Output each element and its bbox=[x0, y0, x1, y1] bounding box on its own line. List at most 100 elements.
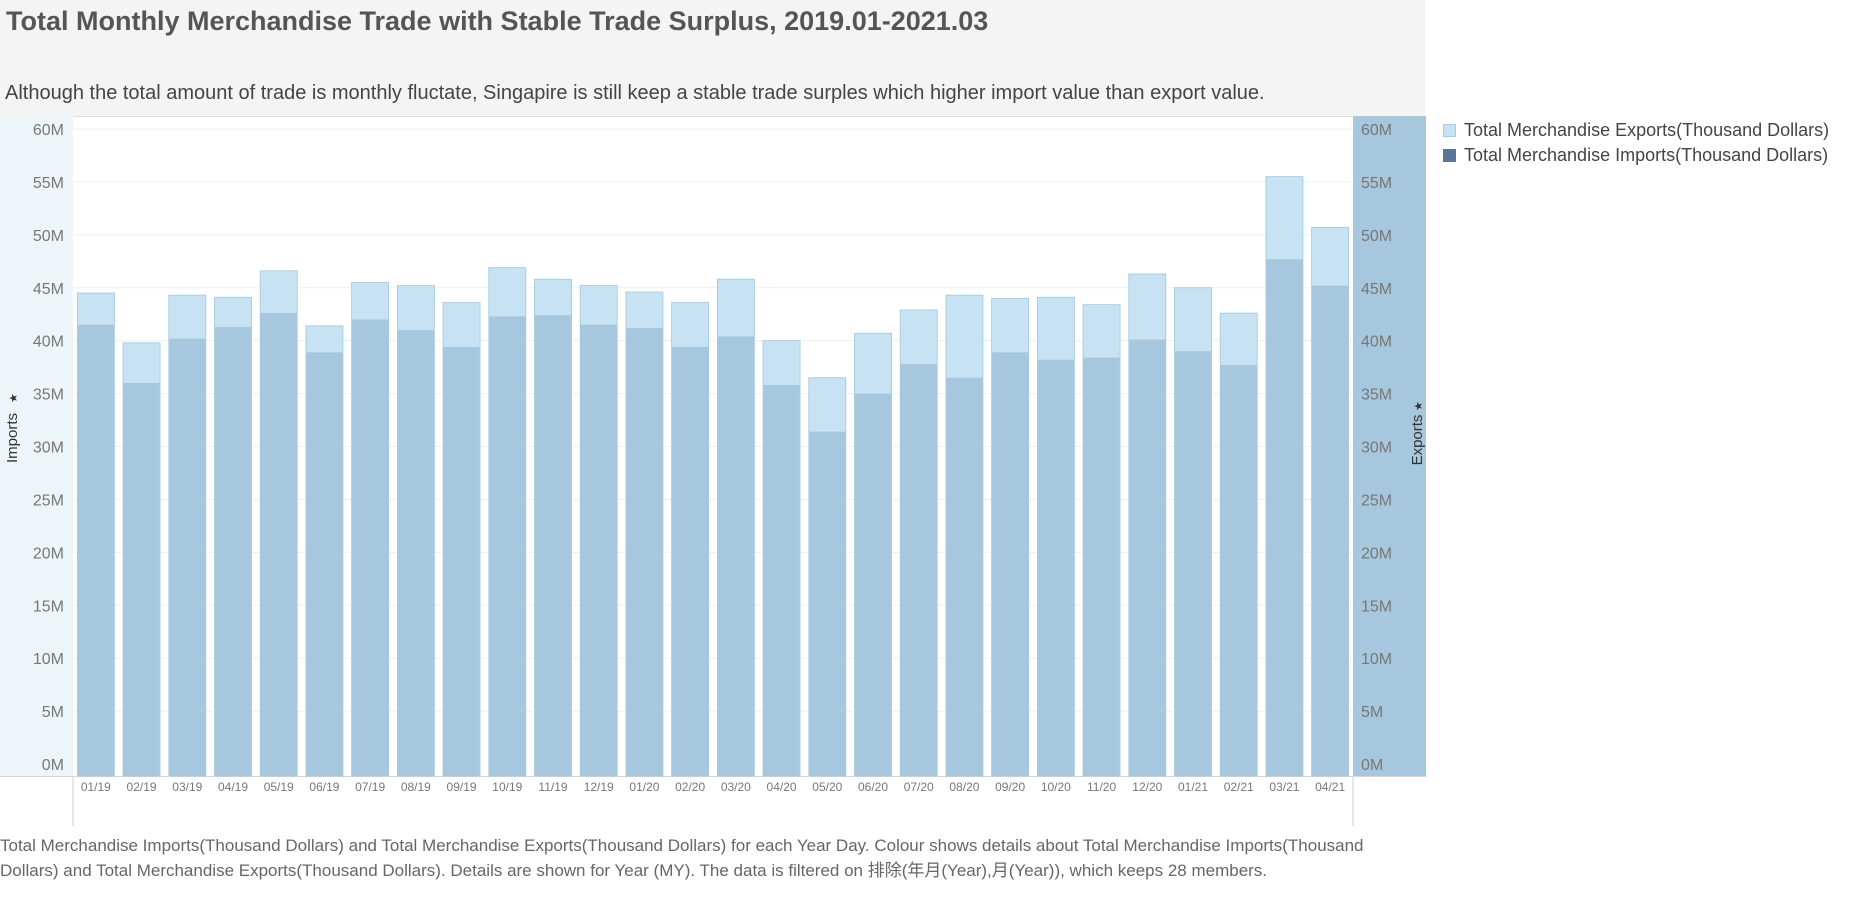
x-tick-label: 11/19 bbox=[538, 780, 567, 794]
y-tick-left: 35M bbox=[33, 387, 64, 404]
x-tick-label: 09/19 bbox=[447, 780, 477, 794]
y-tick-left: 55M bbox=[33, 175, 64, 192]
chart-caption: Total Merchandise Imports(Thousand Dolla… bbox=[0, 836, 1364, 880]
page-subtitle: Although the total amount of trade is mo… bbox=[5, 82, 1265, 104]
y-tick-right: 30M bbox=[1361, 440, 1392, 457]
y-tick-right: 0M bbox=[1361, 757, 1383, 774]
pin-icon: ★ bbox=[8, 393, 20, 403]
y-tick-left: 25M bbox=[33, 492, 64, 509]
imports-bar bbox=[946, 377, 983, 776]
imports-bar bbox=[77, 324, 114, 776]
x-tick-label: 02/21 bbox=[1224, 780, 1254, 794]
x-tick-label: 10/19 bbox=[492, 780, 522, 794]
y-tick-right: 5M bbox=[1361, 704, 1383, 721]
x-tick-label: 05/19 bbox=[264, 780, 294, 794]
y-tick-right: 50M bbox=[1361, 228, 1392, 245]
y-tick-left: 30M bbox=[33, 440, 64, 457]
imports-bar bbox=[1266, 259, 1303, 776]
exports-axis-band bbox=[1353, 116, 1426, 776]
y-tick-right: 40M bbox=[1361, 334, 1392, 351]
legend-label-exports: Total Merchandise Exports(Thousand Dolla… bbox=[1464, 120, 1830, 140]
legend-item-exports[interactable]: Total Merchandise Exports(Thousand Dolla… bbox=[1443, 118, 1829, 143]
imports-bar bbox=[443, 347, 480, 776]
imports-bar bbox=[1312, 285, 1349, 776]
y-tick-right: 25M bbox=[1361, 492, 1392, 509]
imports-bar bbox=[1174, 351, 1212, 776]
y-tick-right: 60M bbox=[1361, 122, 1392, 139]
x-tick-label: 02/19 bbox=[127, 780, 157, 794]
x-tick-label: 04/19 bbox=[218, 780, 248, 794]
y-tick-left: 50M bbox=[33, 228, 64, 245]
x-tick-label: 06/20 bbox=[858, 780, 888, 794]
imports-bar bbox=[626, 327, 663, 776]
y-tick-left: 45M bbox=[33, 281, 64, 298]
imports-bar bbox=[214, 326, 252, 776]
imports-bar bbox=[306, 352, 343, 776]
x-tick-label: 07/20 bbox=[904, 780, 934, 794]
x-tick-label: 10/20 bbox=[1041, 780, 1071, 794]
y-tick-left: 0M bbox=[42, 757, 64, 774]
chart-header: Total Monthly Merchandise Trade with Sta… bbox=[0, 0, 1425, 117]
legend-swatch-imports bbox=[1443, 149, 1456, 162]
x-tick-label: 03/20 bbox=[721, 780, 751, 794]
x-tick-label: 01/21 bbox=[1178, 780, 1208, 794]
y-tick-left: 60M bbox=[33, 122, 64, 139]
imports-bar bbox=[717, 336, 754, 776]
y-axis-title-exports: Exports bbox=[1409, 415, 1426, 466]
x-tick-label: 03/21 bbox=[1269, 780, 1299, 794]
x-tick-label: 02/20 bbox=[675, 780, 705, 794]
x-tick-label: 12/19 bbox=[584, 780, 614, 794]
y-tick-left: 20M bbox=[33, 545, 64, 562]
x-tick-label: 04/20 bbox=[767, 780, 797, 794]
y-tick-left: 10M bbox=[33, 651, 64, 668]
imports-bar bbox=[397, 330, 434, 776]
imports-bar bbox=[672, 347, 709, 776]
imports-bar bbox=[580, 324, 617, 776]
imports-axis-band bbox=[0, 116, 73, 776]
imports-bar bbox=[534, 315, 572, 776]
x-tick-label: 01/20 bbox=[629, 780, 659, 794]
x-tick-label: 11/20 bbox=[1087, 780, 1116, 794]
imports-bar bbox=[260, 313, 297, 776]
page-title: Total Monthly Merchandise Trade with Sta… bbox=[6, 6, 989, 36]
y-tick-right: 35M bbox=[1361, 387, 1392, 404]
imports-bar bbox=[992, 352, 1029, 776]
y-tick-right: 20M bbox=[1361, 545, 1392, 562]
pin-icon: ★ bbox=[1413, 401, 1425, 411]
legend-label-imports: Total Merchandise Imports(Thousand Dolla… bbox=[1464, 145, 1829, 165]
y-tick-left: 5M bbox=[42, 704, 64, 721]
imports-bar bbox=[123, 383, 160, 776]
imports-bar bbox=[1083, 357, 1120, 776]
imports-bar bbox=[854, 393, 892, 776]
imports-bar bbox=[352, 319, 389, 776]
x-tick-label: 12/20 bbox=[1132, 780, 1162, 794]
x-tick-label: 01/19 bbox=[81, 780, 111, 794]
imports-bar bbox=[169, 338, 206, 776]
y-tick-right: 15M bbox=[1361, 598, 1392, 615]
imports-bar bbox=[1220, 365, 1257, 776]
x-tick-label: 09/20 bbox=[995, 780, 1025, 794]
imports-bar bbox=[1129, 339, 1166, 776]
y-tick-left: 15M bbox=[33, 598, 64, 615]
y-tick-right: 10M bbox=[1361, 651, 1392, 668]
legend-swatch-exports bbox=[1443, 124, 1456, 137]
imports-bar bbox=[763, 385, 800, 776]
chart-legend: Total Merchandise Exports(Thousand Dolla… bbox=[1443, 118, 1829, 168]
x-tick-label: 08/19 bbox=[401, 780, 431, 794]
imports-bar bbox=[489, 316, 526, 776]
y-axis-title-imports: Imports bbox=[4, 413, 21, 463]
x-tick-label: 06/19 bbox=[309, 780, 339, 794]
x-tick-label: 08/20 bbox=[949, 780, 979, 794]
imports-bar bbox=[809, 431, 846, 776]
x-tick-label: 04/21 bbox=[1315, 780, 1345, 794]
y-tick-left: 40M bbox=[33, 334, 64, 351]
y-tick-right: 45M bbox=[1361, 281, 1392, 298]
x-tick-label: 03/19 bbox=[172, 780, 202, 794]
legend-item-imports[interactable]: Total Merchandise Imports(Thousand Dolla… bbox=[1443, 143, 1829, 168]
bar-chart: 0M 5M 10M 15M 20M 25M 30M 35M 40M 45M 50M 55M 60M 0M… bbox=[0, 116, 1426, 826]
imports-bar bbox=[900, 363, 937, 776]
imports-bar bbox=[1037, 359, 1074, 776]
x-tick-label: 07/19 bbox=[355, 780, 385, 794]
y-tick-right: 55M bbox=[1361, 175, 1392, 192]
x-tick-label: 05/20 bbox=[812, 780, 842, 794]
